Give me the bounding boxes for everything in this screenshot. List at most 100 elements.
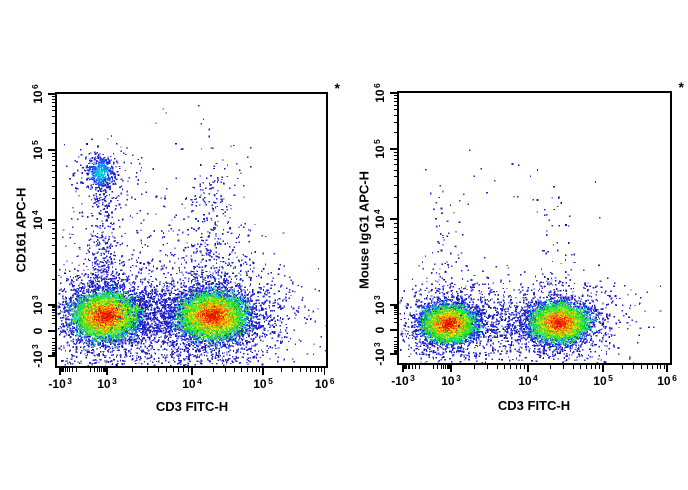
y-minor-tick: [393, 197, 397, 199]
x-minor-tick: [314, 368, 316, 372]
y-minor-tick: [393, 222, 397, 224]
y-minor-tick: [393, 114, 397, 116]
y-tick-label: 0: [31, 327, 45, 335]
y-tick-label: -103: [371, 342, 388, 366]
x-minor-tick: [660, 365, 662, 369]
y-tick-label: 104: [371, 209, 388, 229]
y-minor-tick: [51, 353, 55, 355]
x-tick-label: 10 3: [97, 375, 117, 392]
x-minor-tick: [251, 368, 253, 372]
y-minor-tick: [51, 96, 55, 98]
x-minor-tick: [212, 368, 214, 372]
y-minor-tick: [393, 314, 397, 316]
x-minor-tick: [411, 365, 413, 369]
y-major-tick: [48, 355, 55, 357]
x-major-tick: [191, 368, 193, 375]
y-minor-tick: [51, 110, 55, 112]
y-minor-tick: [51, 337, 55, 339]
y-major-tick: [48, 219, 55, 221]
x-minor-tick: [165, 368, 167, 372]
y-minor-tick: [51, 105, 55, 107]
x-minor-tick: [406, 365, 408, 369]
y-minor-tick: [51, 177, 55, 179]
x-minor-tick: [515, 365, 517, 369]
y-minor-tick: [393, 101, 397, 103]
y-minor-tick: [393, 306, 397, 308]
scatter-canvas-left: [57, 94, 326, 366]
x-minor-tick: [404, 365, 406, 369]
y-minor-tick: [393, 97, 397, 99]
x-minor-tick: [473, 365, 475, 369]
x-tick-label: 10 6: [657, 372, 677, 389]
y-minor-tick: [51, 322, 55, 324]
y-minor-tick: [393, 244, 397, 246]
y-minor-tick: [393, 351, 397, 353]
x-minor-tick: [621, 365, 623, 369]
x-major-tick: [527, 365, 529, 372]
y-minor-tick: [51, 160, 55, 162]
y-minor-tick: [51, 312, 55, 314]
x-major-tick: [106, 368, 108, 375]
x-minor-tick: [104, 368, 106, 372]
y-minor-tick: [393, 348, 397, 350]
y-tick-label: 105: [371, 139, 388, 159]
x-minor-tick: [299, 368, 301, 372]
y-minor-tick: [51, 278, 55, 280]
x-minor-tick: [572, 365, 574, 369]
x-minor-tick: [599, 365, 601, 369]
x-minor-tick: [496, 365, 498, 369]
x-minor-tick: [71, 368, 73, 372]
x-minor-tick: [187, 368, 189, 372]
y-minor-tick: [393, 185, 397, 187]
x-minor-tick: [310, 368, 312, 372]
y-minor-tick: [393, 341, 397, 343]
y-minor-tick: [393, 312, 397, 314]
x-minor-tick: [409, 365, 411, 369]
x-minor-tick: [183, 368, 185, 372]
y-minor-tick: [51, 349, 55, 351]
y-tick-label: 103: [29, 295, 46, 315]
y-minor-tick: [393, 131, 397, 133]
x-minor-tick: [563, 365, 565, 369]
y-minor-tick: [393, 163, 397, 165]
x-minor-tick: [291, 368, 293, 372]
y-minor-tick: [393, 151, 397, 153]
x-minor-tick: [403, 365, 405, 369]
x-minor-tick: [510, 365, 512, 369]
y-minor-tick: [51, 198, 55, 200]
x-tick-label: 10 4: [182, 375, 202, 392]
y-major-tick: [390, 329, 397, 331]
y-tick-label: 106: [29, 84, 46, 104]
x-minor-tick: [445, 365, 447, 369]
x-major-tick: [402, 365, 404, 372]
x-minor-tick: [487, 365, 489, 369]
x-minor-tick: [433, 365, 435, 369]
x-minor-tick: [407, 365, 409, 369]
y-major-tick: [48, 304, 55, 306]
y-minor-tick: [393, 317, 397, 319]
x-minor-tick: [101, 368, 103, 372]
x-minor-tick: [504, 365, 506, 369]
x-major-tick: [262, 368, 264, 375]
y-tick-label: 106: [371, 83, 388, 103]
corner-asterisk-left: *: [334, 80, 340, 96]
y-major-tick: [48, 149, 55, 151]
y-minor-tick: [51, 351, 55, 353]
x-major-tick: [59, 368, 61, 375]
x-minor-tick: [178, 368, 180, 372]
x-minor-tick: [172, 368, 174, 372]
y-tick-label: 104: [29, 210, 46, 230]
plot-area-left: * -10 3 10 3 10 4 10 5 10 6 -103 0 103 104 105 106: [30, 80, 341, 391]
y-major-tick: [48, 330, 55, 332]
x-minor-tick: [418, 365, 420, 369]
x-axis-title-right: CD3 FITC-H: [497, 398, 571, 413]
x-tick-label: 10 5: [253, 375, 273, 392]
x-minor-tick: [590, 365, 592, 369]
y-minor-tick: [393, 176, 397, 178]
y-minor-tick: [51, 347, 55, 349]
y-minor-tick: [51, 223, 55, 225]
x-minor-tick: [656, 365, 658, 369]
y-minor-tick: [393, 231, 397, 233]
x-minor-tick: [440, 365, 442, 369]
x-minor-tick: [96, 368, 98, 372]
